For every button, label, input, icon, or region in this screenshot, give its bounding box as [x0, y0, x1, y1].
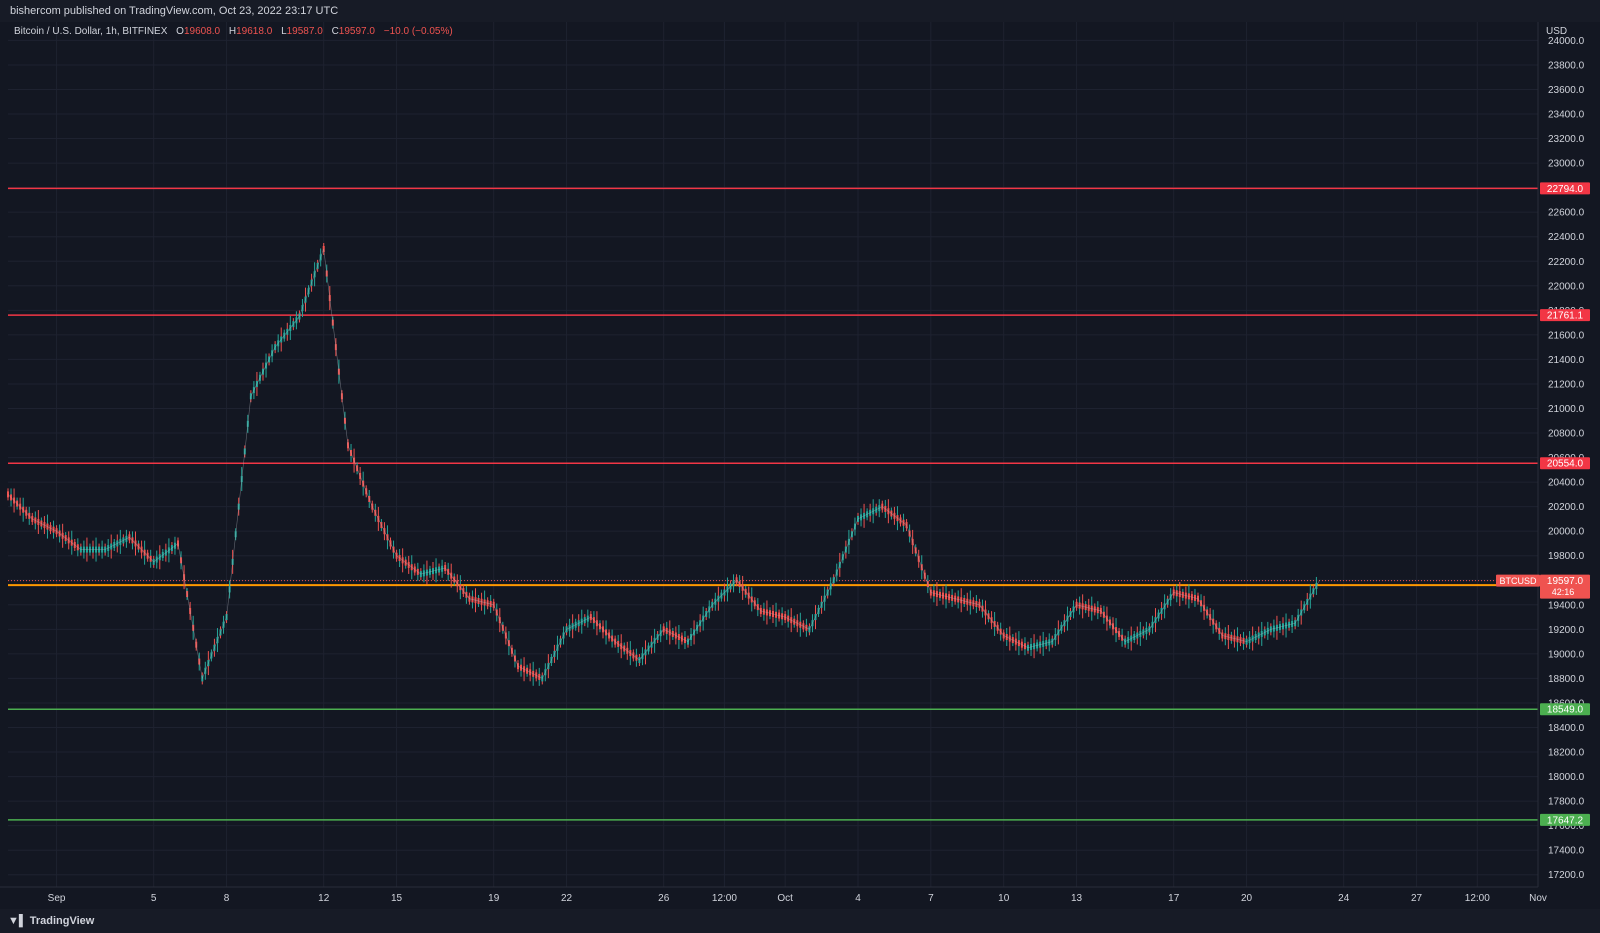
price-axis-bg[interactable] [1538, 22, 1600, 887]
price-tick-label: 19000.0 [1548, 649, 1585, 660]
price-tick-label: 19400.0 [1548, 600, 1585, 611]
price-tick-label: 24000.0 [1548, 36, 1585, 47]
time-tick-label: 10 [998, 893, 1010, 904]
level-label-bg [1540, 457, 1590, 470]
time-tick-label: Oct [777, 893, 793, 904]
time-tick-label: 27 [1411, 893, 1423, 904]
price-tick-label: 21200.0 [1548, 379, 1585, 390]
price-tick-label: 21600.0 [1548, 330, 1585, 341]
countdown-label: 42:16 [1552, 587, 1575, 597]
price-tick-label: 22600.0 [1548, 208, 1585, 219]
last-price-label: 19597.0 [1547, 576, 1584, 587]
price-tick-label: 17600.0 [1548, 821, 1585, 832]
price-tick-label: 21400.0 [1548, 355, 1585, 366]
price-tick-label: 18000.0 [1548, 772, 1585, 783]
currency-label: USD [1546, 26, 1567, 37]
price-tick-label: 17200.0 [1548, 870, 1585, 881]
price-tick-label: 19200.0 [1548, 625, 1585, 636]
publisher-bar: bishercom published on TradingView.com, … [0, 0, 1600, 22]
price-tick-label: 20400.0 [1548, 478, 1585, 489]
price-tick-label: 18800.0 [1548, 674, 1585, 685]
time-tick-label: 19 [488, 893, 500, 904]
brand-name: TradingView [29, 915, 95, 927]
price-tick-label: 20800.0 [1548, 429, 1585, 440]
price-tick-label: 20200.0 [1548, 502, 1585, 513]
candle-body [7, 491, 9, 498]
time-tick-label: Sep [48, 893, 66, 904]
time-tick-label: 7 [928, 893, 934, 904]
symbol-name: Bitcoin / U.S. Dollar, 1h, BITFINEX [14, 26, 168, 37]
brand-bar: ▼▌ TradingView [0, 909, 1600, 933]
tradingview-logo[interactable]: ▼▌ TradingView [8, 915, 95, 927]
time-tick-label: 24 [1338, 893, 1350, 904]
time-tick-label: 12:00 [712, 893, 737, 904]
time-tick-label: 20 [1241, 893, 1253, 904]
price-tick-label: 23000.0 [1548, 159, 1585, 170]
price-axis-ticks: 17200.0 17400.0 17600.0 17800.0 18000.0 18200… [1548, 36, 1585, 881]
time-tick-label: Nov [1529, 893, 1547, 904]
time-tick-label: 13 [1071, 893, 1083, 904]
level-label-bg [1540, 703, 1590, 716]
price-series [7, 242, 1320, 686]
price-tick-label: 18400.0 [1548, 723, 1585, 734]
change-value: −10.0 (−0.05%) [383, 26, 453, 37]
price-tick-label: 23200.0 [1548, 134, 1585, 145]
price-tick-label: 19800.0 [1548, 551, 1585, 562]
time-tick-label: 12:00 [1465, 893, 1490, 904]
price-tick-label: 22200.0 [1548, 257, 1585, 268]
symbol-tag: BTCUSD [1499, 576, 1537, 586]
time-axis-bg[interactable] [0, 887, 1538, 909]
level-label: 20554.0 [1547, 459, 1584, 470]
price-tick-label: 22400.0 [1548, 232, 1585, 243]
time-tick-label: 12 [318, 893, 330, 904]
time-tick-label: 17 [1168, 893, 1180, 904]
level-label-bg [1540, 182, 1590, 195]
close-value: 19597.0 [338, 26, 375, 37]
time-tick-label: 4 [855, 893, 861, 904]
low-label: L [281, 26, 287, 37]
time-tick-label: 15 [391, 893, 403, 904]
price-line [7, 248, 1320, 680]
price-tick-label: 21000.0 [1548, 404, 1585, 415]
price-tick-label: 23600.0 [1548, 85, 1585, 96]
grid [8, 22, 1539, 887]
price-tick-label: 17400.0 [1548, 846, 1585, 857]
high-label: H [228, 26, 237, 37]
time-tick-label: 22 [561, 893, 573, 904]
open-value: 19608.0 [183, 26, 221, 37]
close-label: C [331, 26, 339, 37]
publisher-text: bishercom published on TradingView.com, … [10, 5, 339, 17]
time-tick-label: 26 [658, 893, 670, 904]
time-tick-label: 5 [151, 893, 157, 904]
horizontal-levels [8, 187, 1538, 821]
level-label-bg [1540, 309, 1590, 322]
price-tick-label: 20000.0 [1548, 527, 1585, 538]
low-value: 19587.0 [286, 26, 323, 37]
level-label: 21761.1 [1547, 311, 1584, 322]
high-value: 19618.0 [236, 26, 273, 37]
price-tick-label: 23800.0 [1548, 60, 1585, 71]
price-tick-label: 17800.0 [1548, 797, 1585, 808]
price-tick-label: 18200.0 [1548, 748, 1585, 759]
price-tick-label: 23400.0 [1548, 110, 1585, 121]
symbol-legend: Bitcoin / U.S. Dollar, 1h, BITFINEX O196… [14, 26, 453, 37]
time-axis-ticks: Sep 5 8 12 15 19 22 26 12:00 Oct 4 7 10 13 17 20 24 27 12:… [48, 893, 1547, 904]
last-price-bg [1540, 574, 1590, 599]
level-labels: 22794.021761.120554.019560.018549.017647… [1496, 182, 1590, 826]
level-label: 22794.0 [1547, 184, 1584, 195]
open-label: O [176, 26, 184, 37]
time-tick-label: 8 [224, 893, 230, 904]
symbol-tag-bg [1496, 574, 1540, 587]
level-label: 17647.2 [1547, 815, 1584, 826]
level-label: 18549.0 [1547, 705, 1584, 716]
level-label-bg [1540, 813, 1590, 826]
price-tick-label: 22000.0 [1548, 281, 1585, 292]
